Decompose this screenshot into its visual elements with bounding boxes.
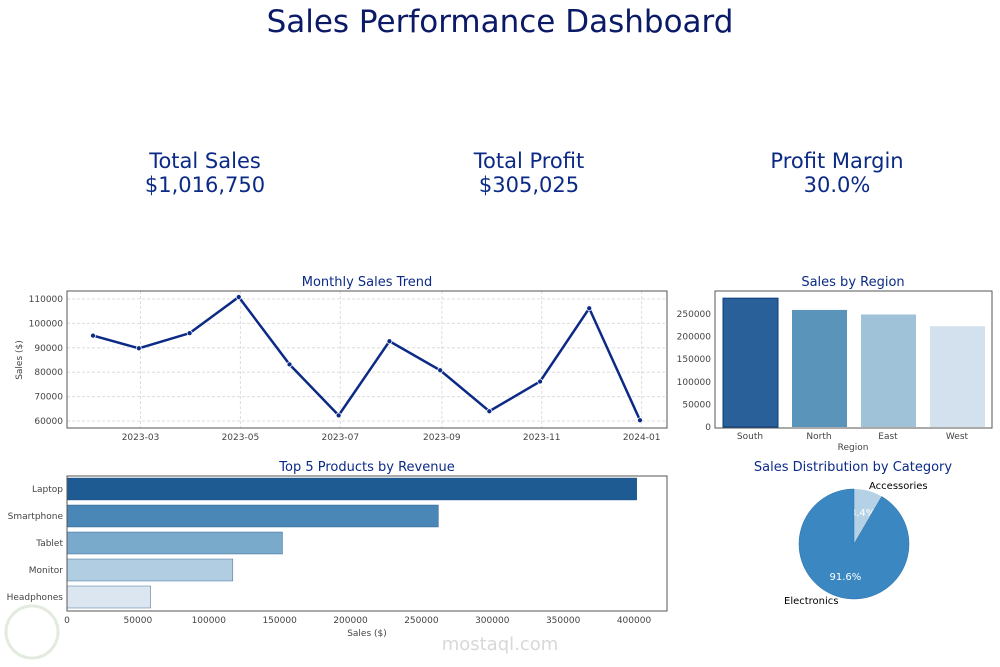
y-tick-label: 100000 xyxy=(29,319,64,329)
kpi-label: Profit Margin xyxy=(770,149,904,173)
y-tick-label: 100000 xyxy=(677,378,712,388)
pie-category-label: Accessories xyxy=(869,481,928,492)
y-tick-label: Monitor xyxy=(29,566,64,576)
y-tick-label: 200000 xyxy=(677,333,712,343)
x-tick-label: East xyxy=(878,432,898,442)
x-tick-label: 100000 xyxy=(192,616,227,626)
y-tick-label: 0 xyxy=(705,423,711,433)
kpi-value: $1,016,750 xyxy=(144,173,266,197)
x-tick-label: 150000 xyxy=(262,616,297,626)
y-tick-label: Smartphone xyxy=(8,512,64,522)
y-tick-label: 90000 xyxy=(34,344,63,354)
sales-line xyxy=(92,295,642,421)
pie-slice-accessories xyxy=(854,489,882,544)
kpi-label: Total Sales xyxy=(149,149,261,173)
y-tick-label: 110000 xyxy=(29,295,64,305)
bar-headphones xyxy=(66,585,151,609)
plot-frame xyxy=(66,475,668,612)
data-point xyxy=(486,408,493,415)
pie-slice-electronics xyxy=(798,488,910,600)
y-tick-label: Laptop xyxy=(32,485,63,495)
x-tick-label: 2023-11 xyxy=(523,433,561,443)
kpi-profit-margin: Profit Margin 30.0% xyxy=(707,149,967,197)
bar-south xyxy=(722,297,779,428)
data-point xyxy=(235,294,242,300)
y-tick-label: 50000 xyxy=(682,400,711,410)
chart-title: Sales Distribution by Category xyxy=(754,460,952,475)
x-tick-label: 350000 xyxy=(546,616,581,626)
page-title: Sales Performance Dashboard xyxy=(266,4,734,40)
bar-west xyxy=(930,326,985,427)
chart-title: Top 5 Products by Revenue xyxy=(278,460,454,475)
y-axis-label: Sales ($) xyxy=(15,340,25,380)
data-point xyxy=(136,345,142,352)
chart-title: Monthly Sales Trend xyxy=(302,275,433,290)
bar-north xyxy=(792,309,847,427)
x-tick-label: North xyxy=(806,432,831,442)
data-point xyxy=(286,361,293,368)
x-tick-label: 2023-09 xyxy=(423,433,461,443)
x-axis-label: Region xyxy=(838,443,869,453)
data-point xyxy=(335,412,342,419)
data-point xyxy=(537,378,543,385)
x-tick-label: 250000 xyxy=(404,616,439,626)
y-tick-label: 150000 xyxy=(677,355,712,365)
x-tick-label: 0 xyxy=(64,616,70,626)
chart-title: Sales by Region xyxy=(801,275,904,290)
x-tick-label: 50000 xyxy=(124,616,153,626)
y-tick-label: 80000 xyxy=(34,368,63,378)
data-point xyxy=(586,305,593,312)
x-tick-label: 2023-07 xyxy=(321,433,359,443)
x-tick-label: 200000 xyxy=(333,616,368,626)
y-tick-label: Tablet xyxy=(35,539,63,549)
kpi-value: $305,025 xyxy=(478,173,580,197)
bar-east xyxy=(861,314,916,427)
x-tick-label: South xyxy=(737,432,763,442)
x-tick-label: 300000 xyxy=(475,616,510,626)
x-tick-label: 400000 xyxy=(617,616,652,626)
bar-smartphone xyxy=(66,504,439,528)
kpi-total-profit: Total Profit $305,025 xyxy=(399,149,659,197)
x-axis-label: Sales ($) xyxy=(347,629,387,639)
bar-monitor xyxy=(66,558,234,582)
data-point xyxy=(386,338,393,345)
y-tick-label: Headphones xyxy=(7,593,64,603)
y-tick-label: 60000 xyxy=(34,417,63,427)
watermark-text: mostaql.com xyxy=(442,634,559,655)
data-point xyxy=(90,332,96,339)
x-tick-label: West xyxy=(946,432,969,442)
data-point xyxy=(637,417,643,424)
x-tick-label: 2023-03 xyxy=(122,433,160,443)
data-point xyxy=(186,330,193,337)
pie-percent-label: 8.4% xyxy=(850,508,875,519)
watermark-logo xyxy=(4,604,60,660)
kpi-total-sales: Total Sales $1,016,750 xyxy=(75,149,335,197)
pie-category-label: Electronics xyxy=(784,596,839,607)
bar-tablet xyxy=(66,531,283,555)
y-tick-label: 70000 xyxy=(34,393,63,403)
bar-laptop xyxy=(66,477,638,501)
x-tick-label: 2024-01 xyxy=(623,433,661,443)
kpi-label: Total Profit xyxy=(473,149,585,173)
y-tick-label: 250000 xyxy=(677,310,712,320)
data-point xyxy=(437,367,444,374)
plot-frame xyxy=(66,290,668,429)
pie-percent-label: 91.6% xyxy=(830,572,862,583)
kpi-value: 30.0% xyxy=(803,173,871,197)
plot-frame xyxy=(714,290,993,429)
x-tick-label: 2023-05 xyxy=(222,433,260,443)
